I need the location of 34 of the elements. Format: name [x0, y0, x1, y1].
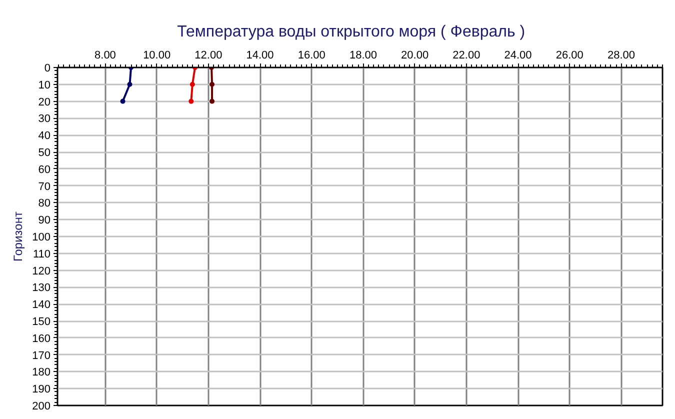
y-tick-label: 90: [38, 214, 51, 227]
y-tick-label: 30: [38, 113, 51, 126]
x-tick-label: 28.00: [607, 50, 635, 62]
y-tick-label: 10: [38, 79, 51, 92]
y-tick-label: 80: [38, 198, 51, 210]
y-tick-label: 40: [38, 130, 51, 142]
y-axis-title: Горизонт: [11, 211, 26, 262]
x-tick-label: 12.00: [194, 50, 222, 62]
y-tick-label: 120: [32, 265, 51, 278]
x-tick-label: 8.00: [94, 50, 116, 62]
y-tick-label: 50: [38, 147, 51, 159]
y-tick-label: 150: [32, 316, 51, 328]
y-tick-label: 60: [38, 164, 51, 176]
y-tick-label: 170: [32, 350, 51, 362]
x-tick-label: 26.00: [556, 50, 584, 62]
y-tick-label: 100: [32, 232, 51, 244]
x-tick-label: 22.00: [452, 50, 480, 62]
chart-title: Температура воды открытого моря ( Февраль ): [177, 24, 526, 40]
x-tick-label: 24.00: [504, 50, 532, 62]
x-tick-label: 20.00: [401, 50, 429, 62]
x-tick-label: 16.00: [298, 50, 326, 62]
x-tick-label: 10.00: [143, 50, 171, 62]
x-tick-label: 14.00: [246, 50, 274, 62]
y-tick-label: 140: [32, 299, 51, 312]
y-tick-label: 190: [32, 384, 51, 396]
y-tick-label: 160: [32, 332, 51, 345]
y-tick-label: 0: [44, 62, 51, 74]
y-tick-label: 130: [32, 282, 51, 294]
y-tick-label: 110: [32, 248, 51, 260]
y-tick-label: 180: [32, 366, 51, 379]
y-tick-label: 20: [38, 96, 51, 108]
y-tick-label: 200: [32, 400, 51, 412]
x-tick-label: 18.00: [349, 50, 377, 62]
y-tick-label: 70: [38, 180, 51, 193]
